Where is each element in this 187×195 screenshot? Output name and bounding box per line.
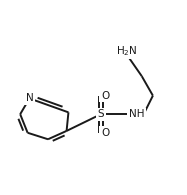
Text: NH: NH bbox=[129, 109, 145, 119]
Text: H$_2$N: H$_2$N bbox=[116, 44, 138, 58]
Text: S: S bbox=[98, 109, 104, 119]
Text: O: O bbox=[101, 91, 109, 101]
Text: N: N bbox=[26, 93, 33, 103]
Text: O: O bbox=[101, 128, 109, 138]
